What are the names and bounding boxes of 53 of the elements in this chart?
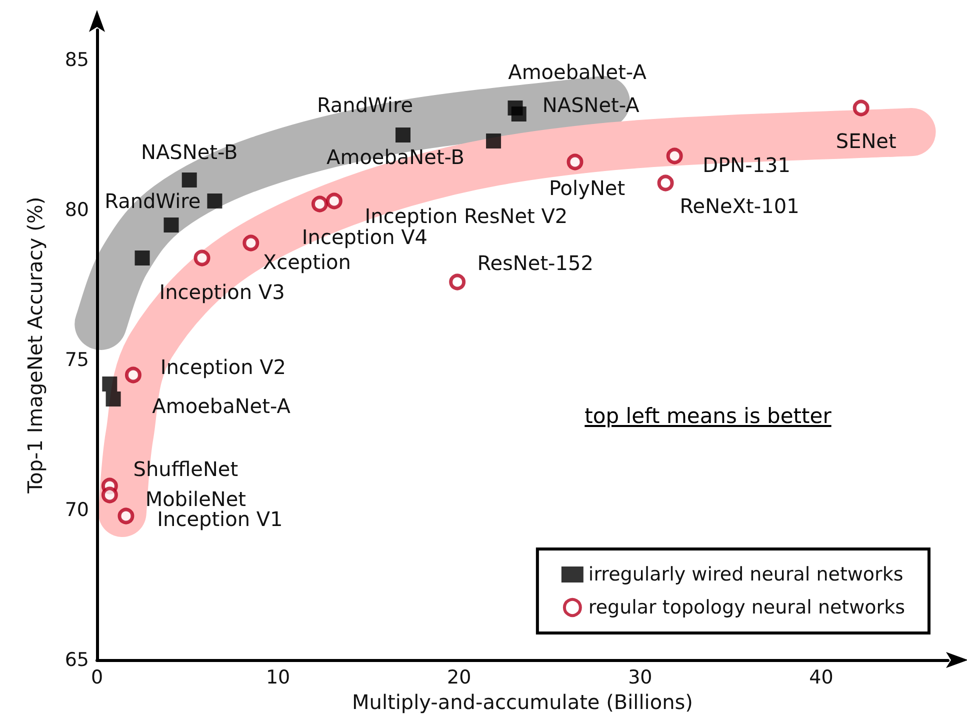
y-tick-label: 70 [64,499,89,521]
y-tick-label: 75 [64,349,89,371]
annotation: AmoebaNet-A [508,60,647,84]
annotation: ShuffleNet [133,457,238,481]
annotation: Xception [262,250,351,274]
annotation: RandWire [104,189,201,213]
annotation: top left means is better [584,404,832,428]
point [164,218,179,232]
point [194,250,210,266]
annotation: ReNeXt-101 [680,194,800,218]
annotation: SENet [836,129,896,153]
point [852,100,870,116]
point [511,106,526,122]
point [396,128,410,142]
point [118,508,134,524]
annotation: AmoebaNet-B [326,145,465,169]
y-tick-label: 85 [64,49,89,71]
point [311,196,328,212]
point [106,392,121,406]
annotation: NASNet-A [542,93,640,117]
annotation: Inception ResNet V2 [364,204,568,228]
annotation: ResNet-152 [477,251,594,275]
annotation: DPN-131 [702,153,790,177]
annotation: AmoebaNet-A [152,394,291,418]
point [326,192,342,210]
point [486,134,502,148]
annotation: PolyNet [548,176,626,200]
point [566,154,584,170]
point [657,174,674,192]
legend-label: irregularly wired neural networks [588,564,904,586]
annotation: Inception V3 [159,280,285,304]
point [101,486,118,504]
x-tick-label: 10 [266,666,290,688]
point [134,250,150,266]
point [207,194,222,208]
x-axis-title: Multiply-and-accumulate (Billions) [352,690,693,714]
point [242,234,260,252]
x-tick-label: 20 [447,666,472,688]
point [182,172,197,188]
point [102,376,118,392]
legend-label: regular topology neural networks [588,596,906,618]
annotation: RandWire [316,93,414,117]
annotation: NASNet-B [141,140,238,164]
point [449,274,466,290]
y-axis-title: Top-1 ImageNet Accuracy (%) [23,196,47,494]
x-tick-label: 0 [90,666,104,688]
x-tick-label: 30 [628,666,652,688]
y-tick-label: 65 [64,649,89,671]
x-tick-label: 40 [809,666,834,688]
point [666,148,683,164]
point [124,366,142,384]
y-tick-label: 80 [64,199,89,221]
annotation: Inception V2 [160,355,286,379]
